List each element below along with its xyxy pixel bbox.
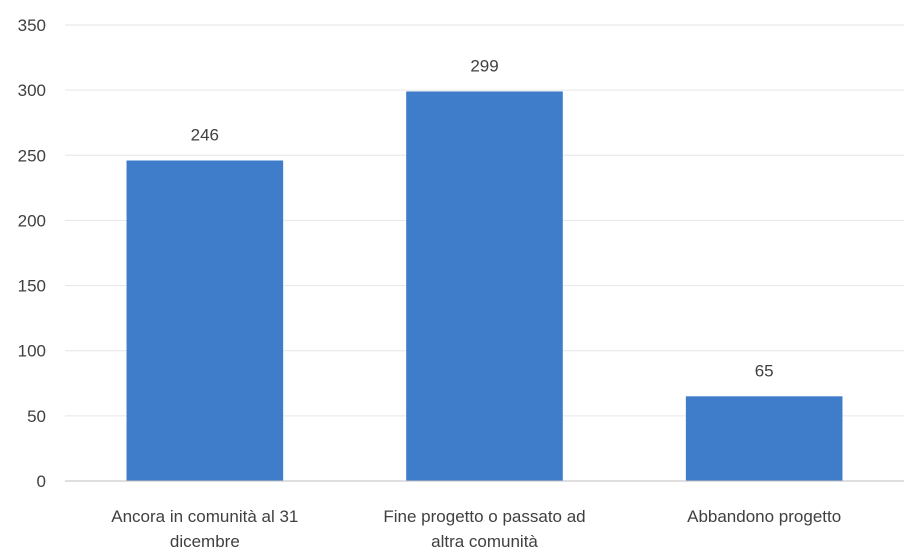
data-labels: 246 299 65 xyxy=(191,56,774,380)
bar xyxy=(685,396,843,481)
y-tick-label: 200 xyxy=(18,211,46,230)
y-tick-label: 0 xyxy=(37,472,46,491)
y-tick-label: 250 xyxy=(18,146,46,165)
x-tick-label: altra comunità xyxy=(431,532,538,551)
bars xyxy=(126,91,843,482)
x-tick-label: Fine progetto o passato ad xyxy=(383,507,585,526)
y-tick-label: 100 xyxy=(18,342,46,361)
x-axis: Ancora in comunità al 31 dicembre Fine pro… xyxy=(65,480,904,551)
x-tick-label: dicembre xyxy=(170,532,240,551)
x-tick-label: Ancora in comunità al 31 xyxy=(111,507,298,526)
y-axis-tick-labels: 0 50 100 150 200 250 300 350 xyxy=(18,16,46,491)
bar xyxy=(126,160,284,482)
bar xyxy=(406,91,563,482)
data-label: 65 xyxy=(755,361,774,380)
data-label: 246 xyxy=(191,125,219,144)
data-label: 299 xyxy=(470,56,498,75)
y-tick-label: 350 xyxy=(18,16,46,35)
y-tick-label: 50 xyxy=(27,407,46,426)
x-tick-label: Abbandono progetto xyxy=(687,507,841,526)
y-tick-label: 300 xyxy=(18,81,46,100)
y-tick-label: 150 xyxy=(18,277,46,296)
